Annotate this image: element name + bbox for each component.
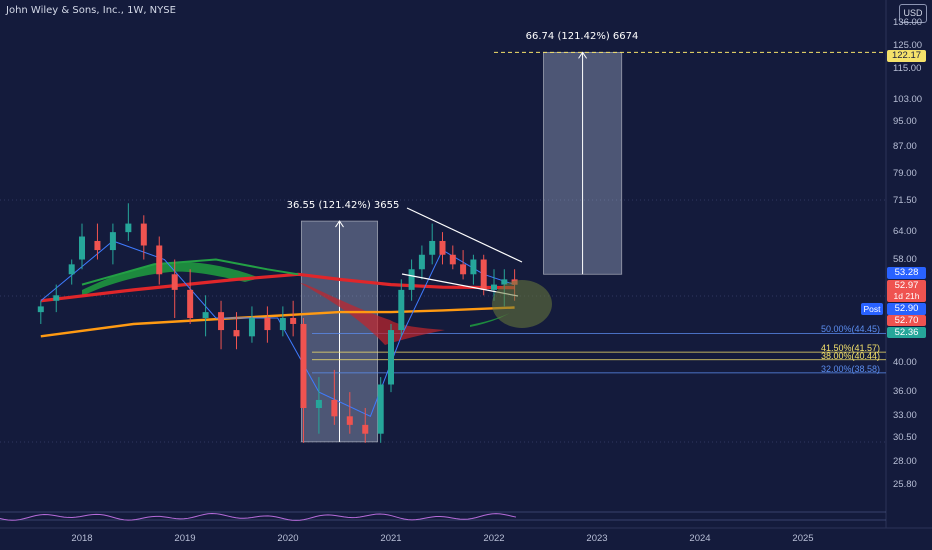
moving-average-line xyxy=(40,240,515,417)
candle-body xyxy=(439,240,446,255)
y-tick-label: 30.50 xyxy=(893,432,917,444)
ma-cross-fill-green xyxy=(82,262,260,296)
candle-body xyxy=(501,279,508,285)
candle-body xyxy=(470,259,477,275)
candle-body xyxy=(290,317,297,324)
fib-label-38: 38.00%(40.44) xyxy=(821,351,881,361)
candle-body xyxy=(109,232,116,251)
candle-body xyxy=(418,254,425,270)
wedge-upper-trendline xyxy=(406,207,523,263)
y-tick-label: 36.00 xyxy=(893,386,917,398)
candle-body xyxy=(233,330,240,337)
high-price-tag: 53.28 xyxy=(887,267,926,279)
x-tick-label: 2024 xyxy=(689,533,711,544)
candle-body xyxy=(94,240,101,251)
y-tick-label: 71.50 xyxy=(893,195,917,207)
target-price-tag: 122.17 xyxy=(887,50,926,62)
measure-label-2020: 36.55 (121.42%) 3655 xyxy=(286,200,400,211)
breakout-highlight-ellipse xyxy=(492,280,552,328)
moving-average-line xyxy=(40,306,515,338)
x-tick-label: 2025 xyxy=(792,533,814,544)
candle-body xyxy=(315,399,322,409)
candle-body xyxy=(491,284,497,290)
candle-body xyxy=(449,254,456,265)
candle-body xyxy=(68,264,75,275)
y-tick-label: 136.00 xyxy=(893,16,923,28)
candle-body xyxy=(202,312,209,318)
candle-body xyxy=(171,274,178,290)
y-tick-label: 33.00 xyxy=(893,410,917,422)
bar-countdown: 1d 21h xyxy=(887,291,926,302)
candle-body xyxy=(79,236,85,260)
measure-label-target: 66.74 (121.42%) 6674 xyxy=(525,31,639,42)
candle-body xyxy=(346,416,353,425)
ma-cross-fill-red xyxy=(300,283,445,345)
candle-body xyxy=(218,312,225,331)
candle-body xyxy=(408,269,415,290)
candle-body xyxy=(398,289,405,331)
candle-body xyxy=(362,424,369,434)
y-tick-label: 40.00 xyxy=(893,356,917,368)
candle-body xyxy=(460,264,467,275)
y-tick-label: 79.00 xyxy=(893,167,917,179)
x-tick-label: 2020 xyxy=(277,533,299,544)
candle-body xyxy=(53,295,60,301)
moving-average-line xyxy=(81,258,299,286)
y-tick-label: 64.00 xyxy=(893,226,917,238)
currency-button[interactable]: USD xyxy=(899,4,927,23)
post-market-label: Post xyxy=(861,303,883,315)
y-tick-label: 103.00 xyxy=(893,93,923,105)
chart-title: John Wiley & Sons, Inc., 1W, NYSE xyxy=(6,5,176,16)
candle-body xyxy=(331,399,338,417)
moving-average-line xyxy=(40,272,515,303)
ma-cross-fill-green-2 xyxy=(470,312,512,327)
y-tick-label: 115.00 xyxy=(893,63,922,75)
low-price-tag: 52.70 xyxy=(887,315,926,326)
fib-label-32: 32.00%(38.58) xyxy=(821,364,881,374)
fib-label-50: 50.00%(44.45) xyxy=(821,324,881,334)
candle-body xyxy=(125,223,132,233)
candle-body xyxy=(37,306,44,313)
x-tick-label: 2021 xyxy=(380,533,402,544)
candle-body xyxy=(377,384,384,434)
candle-body xyxy=(140,223,147,246)
candle-body xyxy=(248,317,255,337)
ma-price-tag: 52.36 xyxy=(887,327,926,338)
y-tick-label: 87.00 xyxy=(893,140,917,152)
x-tick-label: 2023 xyxy=(586,533,608,544)
current-price-tag: 52.97 xyxy=(887,280,926,291)
candle-body xyxy=(187,289,194,318)
x-tick-label: 2022 xyxy=(483,533,505,544)
measure-arrow-head xyxy=(578,51,587,59)
candle-body xyxy=(429,240,436,255)
y-tick-label: 28.00 xyxy=(893,456,917,467)
measure-arrow-head xyxy=(335,220,344,228)
rsi-line xyxy=(0,513,517,521)
candle-body xyxy=(388,330,394,385)
candle-body xyxy=(279,317,286,331)
candle-body xyxy=(264,317,271,331)
candle-body xyxy=(300,323,307,409)
candle-body xyxy=(480,259,487,290)
y-tick-label: 25.80 xyxy=(893,478,917,490)
x-tick-label: 2019 xyxy=(174,533,196,544)
y-tick-label: 58.00 xyxy=(893,253,917,265)
x-tick-label: 2018 xyxy=(71,533,93,544)
candle-body xyxy=(156,245,163,275)
fib-label-41-5: 41.50%(41.57) xyxy=(821,343,881,353)
y-tick-label: 95.00 xyxy=(893,116,917,128)
y-tick-label: 125.00 xyxy=(893,40,923,51)
post-price-tag: 52.90 xyxy=(887,303,926,315)
